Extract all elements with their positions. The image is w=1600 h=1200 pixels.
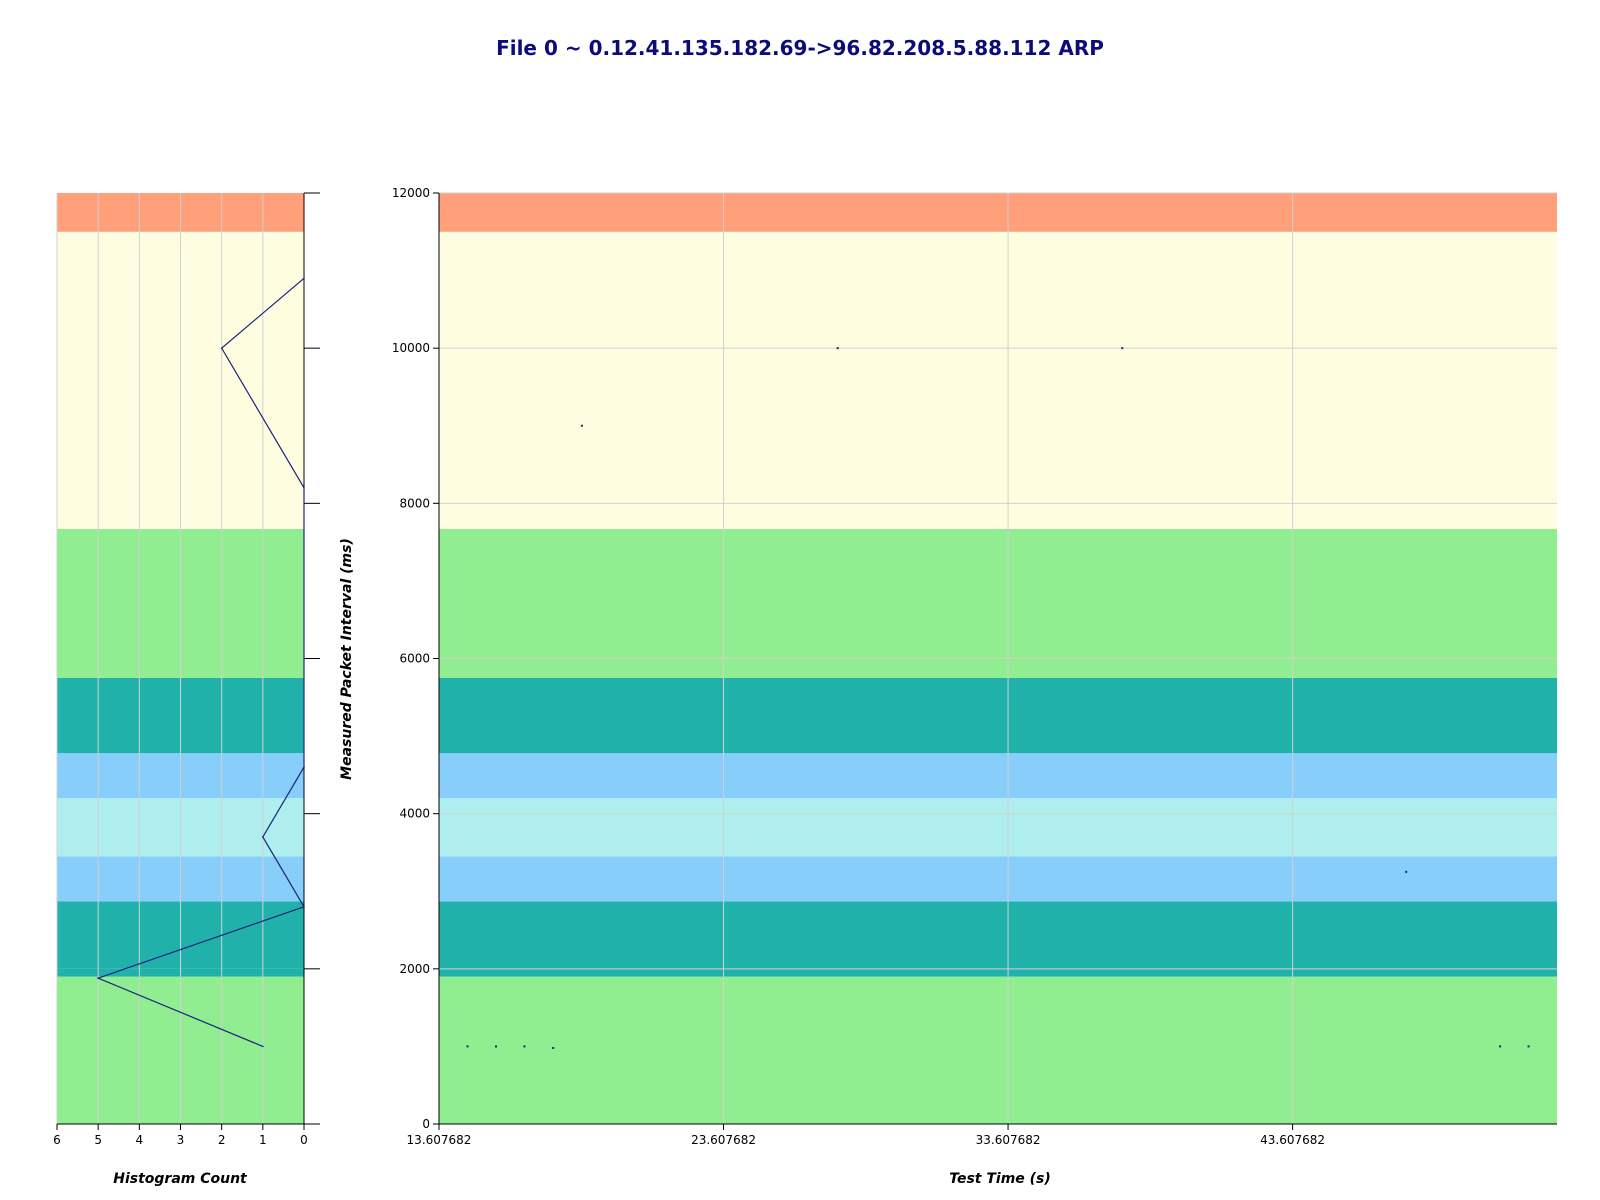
main-band: [439, 753, 1557, 799]
histogram-x-tick-label: 6: [53, 1133, 61, 1147]
main-y-tick-label: 8000: [399, 496, 430, 510]
main-y-tick-label: 2000: [399, 962, 430, 976]
scatter-point: [1405, 870, 1408, 873]
main-x-axis-label: Test Time (s): [949, 1171, 1051, 1187]
scatter-point: [523, 1045, 526, 1048]
histogram-x-tick-label: 1: [259, 1133, 267, 1147]
histogram-vertex: [303, 487, 305, 489]
main-band: [439, 528, 1557, 678]
main-band: [439, 798, 1557, 857]
main-band: [439, 677, 1557, 754]
main-band: [439, 901, 1557, 969]
main-axes: 0 2000 4000 6000 8000 10000 12000 13.607682 23.6…: [392, 186, 1557, 1147]
main-band: [439, 231, 1557, 529]
histogram-x-tick-label: 4: [136, 1133, 144, 1147]
histogram-x-tick-label: 5: [94, 1133, 102, 1147]
histogram-vertex: [303, 905, 305, 908]
histogram-vertex: [97, 977, 99, 979]
histogram-x-tick-label: 3: [177, 1133, 185, 1147]
main-x-tick-label: 43.607682: [1260, 1133, 1325, 1147]
histogram-line: [96, 277, 305, 1047]
scatter-point: [836, 347, 839, 350]
main-series: [466, 347, 1530, 1049]
main-band: [439, 976, 1557, 1124]
main-y-tick-label: 10000: [392, 341, 430, 355]
main-band: [439, 968, 1557, 977]
histogram-vertex: [262, 1045, 264, 1048]
main-band: [439, 856, 1557, 902]
scatter-point: [1121, 347, 1124, 350]
scatter-point: [1499, 1045, 1502, 1048]
histogram-vertex: [303, 766, 305, 768]
main-y-tick-label: 12000: [392, 186, 430, 200]
scatter-point: [1527, 1045, 1530, 1048]
scatter-point: [580, 424, 583, 427]
histogram-series: [96, 277, 305, 1048]
main-y-tick-label: 4000: [399, 807, 430, 821]
main-band: [439, 193, 1557, 232]
main-x-tick-label: 13.607682: [407, 1133, 472, 1147]
histogram-x-tick-label: 0: [300, 1133, 308, 1147]
histogram-vertex: [220, 347, 223, 349]
histogram-x-tick-label: 2: [218, 1133, 226, 1147]
scatter-point: [552, 1046, 555, 1049]
histogram-vertex: [303, 277, 305, 280]
main-x-tick-label: 33.607682: [976, 1133, 1041, 1147]
main-background-bands: [439, 193, 1557, 1124]
main-x-tick-label: 23.607682: [691, 1133, 756, 1147]
chart-title: File 0 ~ 0.12.41.135.182.69->96.82.208.5…: [496, 36, 1104, 60]
histogram-x-axis-label: Histogram Count: [113, 1171, 248, 1187]
scatter-point: [466, 1045, 469, 1048]
histogram-vertex: [262, 836, 264, 838]
main-y-axis-label: Measured Packet Interval (ms): [339, 538, 355, 780]
scatter-point: [494, 1045, 497, 1048]
main-y-tick-label: 6000: [399, 652, 430, 666]
main-y-tick-label: 0: [422, 1117, 430, 1131]
